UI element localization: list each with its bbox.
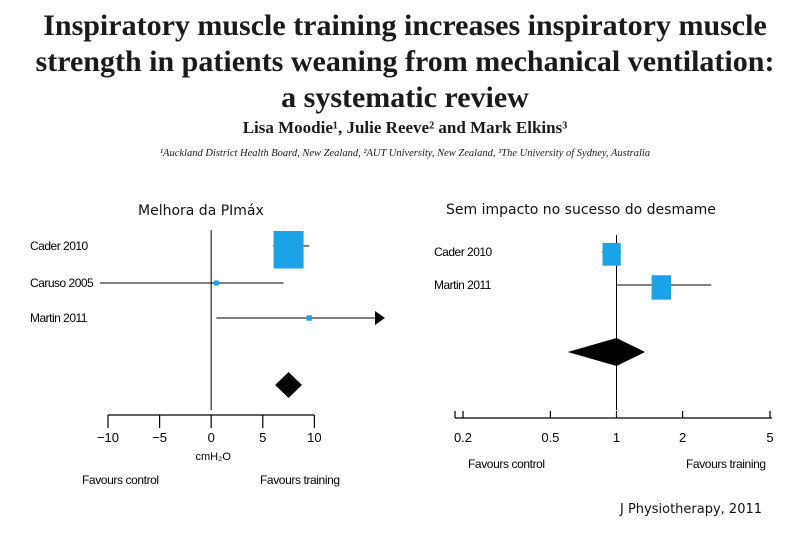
study-estimate-box [273, 231, 304, 269]
x-axis-label: cmH₂O [195, 451, 231, 463]
x-tick-label: 0.5 [541, 430, 559, 445]
study-estimate-box [306, 315, 312, 321]
study-label: Martin 2011 [434, 278, 492, 292]
study-estimate-box [651, 275, 672, 300]
study-label: Cader 2010 [434, 245, 493, 259]
right-caption: Sem impacto no sucesso do desmame [446, 202, 716, 218]
ci-arrow [375, 311, 385, 325]
x-tick-label: 0 [208, 430, 215, 445]
x-tick-label: 1 [613, 430, 620, 445]
favours-training-label: Favours training [260, 473, 340, 487]
study-estimate-box [602, 242, 621, 266]
left-caption: Melhora da PImáx [138, 203, 264, 219]
x-tick-label: 5 [766, 430, 773, 445]
favours-control-label: Favours control [468, 457, 545, 471]
study-label: Caruso 2005 [30, 276, 94, 290]
study-estimate-box [213, 280, 219, 286]
favours-training-label: Favours training [686, 457, 766, 471]
x-tick-label: 10 [307, 430, 321, 445]
journal-reference: J Physiotherapy, 2011 [620, 502, 763, 517]
study-label: Cader 2010 [30, 239, 89, 253]
title-line-2: strength in patients weaning from mechan… [35, 45, 775, 78]
title-line-1: Inspiratory muscle training increases in… [43, 9, 767, 42]
pooled-diamond [275, 372, 302, 398]
paper-title: Inspiratory muscle training increases in… [0, 8, 810, 116]
affiliations: ¹Auckland District Health Board, New Zea… [159, 148, 651, 159]
x-tick-label: −5 [152, 430, 167, 445]
x-tick-label: 0.2 [454, 430, 472, 445]
study-label: Martin 2011 [30, 311, 88, 325]
authors: Lisa Moodie¹, Julie Reeve² and Mark Elki… [242, 118, 568, 137]
x-tick-label: 2 [679, 430, 686, 445]
favours-control-label: Favours control [82, 473, 159, 487]
forest-plot-pimax: −10 −5 0 5 10 Cader 2010 Caruso 2005 Martin 201… [30, 230, 385, 487]
title-line-3: a systematic review [281, 81, 529, 114]
x-tick-label: 5 [259, 430, 266, 445]
x-tick-label: −10 [97, 430, 119, 445]
pooled-diamond [567, 338, 646, 366]
